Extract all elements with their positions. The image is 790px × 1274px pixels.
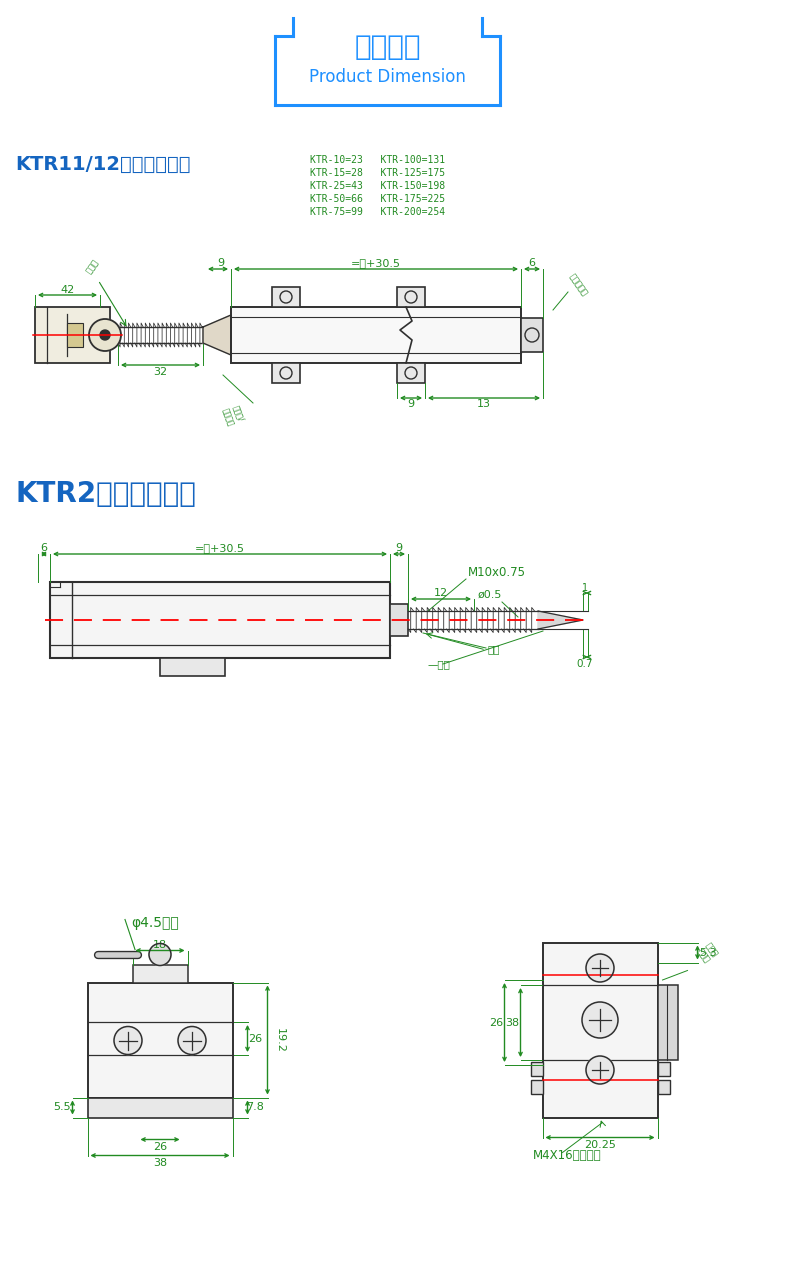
Bar xyxy=(531,1080,543,1094)
Text: 不锈钢
接头末: 不锈钢 接头末 xyxy=(695,940,720,964)
Polygon shape xyxy=(203,315,231,355)
Text: Product Dimension: Product Dimension xyxy=(309,68,466,87)
Text: 螺柱末: 螺柱末 xyxy=(85,257,101,275)
Text: 7.8: 7.8 xyxy=(246,1102,265,1112)
Text: 26: 26 xyxy=(248,1033,262,1043)
Bar xyxy=(133,964,187,982)
Text: 32: 32 xyxy=(153,367,167,377)
Bar xyxy=(88,982,232,1097)
Bar xyxy=(531,1063,543,1077)
Bar xyxy=(397,287,425,307)
Text: 5.3: 5.3 xyxy=(698,948,717,958)
Text: φ4.5电线: φ4.5电线 xyxy=(131,916,179,930)
Text: 6: 6 xyxy=(40,543,47,553)
Bar xyxy=(272,287,300,307)
Bar xyxy=(397,363,425,383)
Bar xyxy=(657,1063,669,1077)
Text: 26: 26 xyxy=(153,1142,167,1152)
Text: KTR11/12安装尺寸图：: KTR11/12安装尺寸图： xyxy=(15,155,190,175)
Text: 12: 12 xyxy=(434,589,448,598)
Text: =型+30.5: =型+30.5 xyxy=(195,543,245,553)
Text: 26: 26 xyxy=(490,1018,503,1028)
Text: 42: 42 xyxy=(60,285,74,296)
Text: ø0.5: ø0.5 xyxy=(478,590,502,600)
Text: 38: 38 xyxy=(506,1018,520,1028)
Text: 9: 9 xyxy=(217,259,224,268)
Circle shape xyxy=(582,1001,618,1038)
Bar xyxy=(390,604,408,636)
Circle shape xyxy=(114,1027,142,1055)
Text: =型+30.5: =型+30.5 xyxy=(351,259,401,268)
Text: KTR-75=99   KTR-200=254: KTR-75=99 KTR-200=254 xyxy=(310,206,445,217)
Text: KTR-10=23   KTR-100=131: KTR-10=23 KTR-100=131 xyxy=(310,155,445,166)
Bar xyxy=(50,582,390,657)
Text: 13: 13 xyxy=(477,399,491,409)
Text: 18: 18 xyxy=(153,939,167,949)
Text: KTR-50=66   KTR-175=225: KTR-50=66 KTR-175=225 xyxy=(310,194,445,204)
Text: KTR-25=43   KTR-150=198: KTR-25=43 KTR-150=198 xyxy=(310,181,445,191)
Text: 19.2: 19.2 xyxy=(274,1028,284,1052)
Text: 6: 6 xyxy=(529,259,536,268)
Circle shape xyxy=(100,330,110,340)
Polygon shape xyxy=(538,612,583,629)
Bar xyxy=(231,307,521,363)
Bar xyxy=(67,324,83,347)
Text: 0.7: 0.7 xyxy=(577,659,593,669)
Bar xyxy=(88,1097,232,1117)
Text: 1: 1 xyxy=(582,583,588,592)
Bar xyxy=(657,985,678,1060)
Text: KTR-15=28   KTR-125=175: KTR-15=28 KTR-125=175 xyxy=(310,168,445,178)
Circle shape xyxy=(89,318,121,352)
Text: KTR2安装尺寸图：: KTR2安装尺寸图： xyxy=(15,480,196,508)
Circle shape xyxy=(586,954,614,982)
Bar xyxy=(35,307,110,363)
Bar xyxy=(543,943,657,1117)
Text: 5.5: 5.5 xyxy=(54,1102,71,1112)
Circle shape xyxy=(178,1027,206,1055)
Bar xyxy=(272,363,300,383)
Bar xyxy=(160,657,225,676)
Text: 接线端参考: 接线端参考 xyxy=(567,273,589,298)
Text: M10x0.75: M10x0.75 xyxy=(468,566,526,578)
Text: 9: 9 xyxy=(396,543,403,553)
Text: 产品尺寸: 产品尺寸 xyxy=(354,33,421,61)
Bar xyxy=(521,318,543,352)
Text: M4X16杯头螺丝: M4X16杯头螺丝 xyxy=(532,1149,601,1162)
Text: 9: 9 xyxy=(408,399,415,409)
Text: 卡簧: 卡簧 xyxy=(488,643,501,654)
Text: —弹簧: —弹簧 xyxy=(428,659,451,669)
Text: 螺纹杆/
接线方向: 螺纹杆/ 接线方向 xyxy=(220,403,245,427)
Circle shape xyxy=(149,944,171,966)
Bar xyxy=(657,1080,669,1094)
Circle shape xyxy=(586,1056,614,1084)
Text: 38: 38 xyxy=(153,1158,167,1167)
Text: 20.25: 20.25 xyxy=(584,1140,616,1150)
